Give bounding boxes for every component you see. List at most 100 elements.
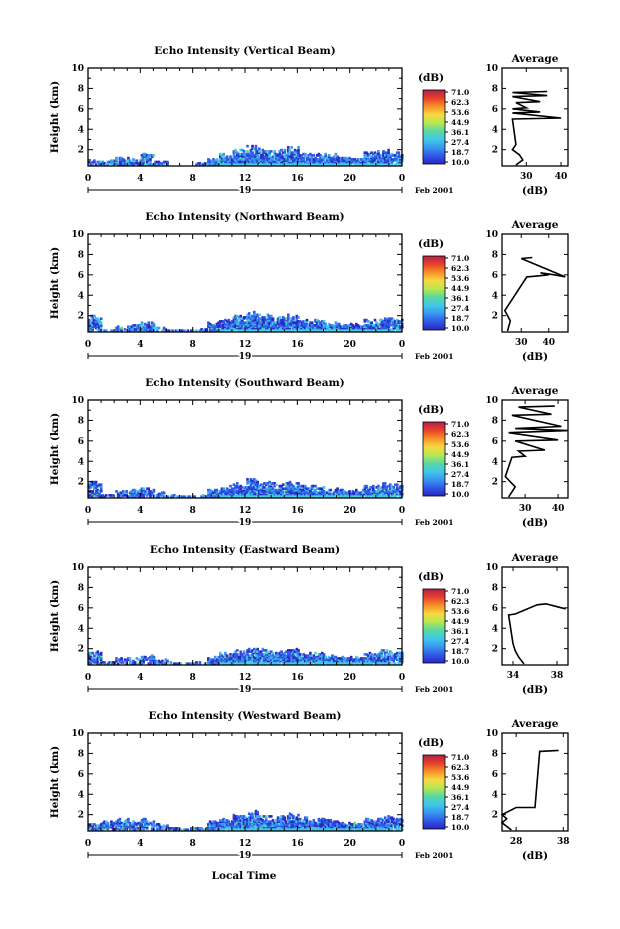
echo-cell <box>222 827 225 830</box>
echo-cell <box>293 322 297 326</box>
echo-cell <box>310 828 314 831</box>
panel-title: Echo Intensity (Northward Beam) <box>145 211 344 223</box>
echo-cell <box>319 495 322 498</box>
y-axis-label: Height (km) <box>49 580 61 652</box>
echo-cell <box>254 819 258 822</box>
echo-cell <box>254 827 258 830</box>
echo-cell <box>276 494 280 497</box>
echo-cell <box>297 651 300 655</box>
echo-cell <box>319 156 322 160</box>
echo-cell <box>327 494 331 497</box>
echo-cell <box>304 658 307 661</box>
echo-cell <box>387 653 390 656</box>
echo-cell <box>133 324 137 327</box>
echo-cell <box>295 328 299 331</box>
echo-cell <box>251 827 254 830</box>
echo-cell <box>210 490 214 493</box>
echo-cell <box>305 322 309 326</box>
echo-cell <box>292 661 295 664</box>
colorbar-tick-label: 10.0 <box>451 158 469 167</box>
echo-cell <box>275 162 278 165</box>
echo-cell <box>385 156 389 160</box>
echo-cell <box>258 156 261 160</box>
echo-cell <box>219 658 222 661</box>
echo-cell <box>256 821 259 825</box>
x-tick-label: 8 <box>190 340 196 350</box>
echo-cell <box>336 662 339 665</box>
echo-cell <box>327 488 331 492</box>
echo-cell <box>281 494 285 497</box>
echo-cell <box>239 661 242 664</box>
echo-cell <box>256 824 259 827</box>
echo-cell <box>315 661 319 664</box>
echo-cell <box>288 661 292 664</box>
echo-cell <box>297 156 300 160</box>
echo-cell <box>287 817 290 821</box>
echo-cell <box>247 647 251 651</box>
echo-cell <box>275 328 278 331</box>
echo-cell <box>355 159 358 162</box>
echo-cell <box>162 163 166 166</box>
echo-cell <box>229 490 232 493</box>
echo-cell <box>210 661 214 664</box>
echo-cell <box>321 661 324 664</box>
echo-cell <box>285 494 288 497</box>
echo-cell <box>264 490 268 493</box>
echo-cell <box>244 820 248 823</box>
echo-cell <box>317 328 321 331</box>
echo-cell <box>343 328 346 331</box>
echo-cell <box>298 820 302 823</box>
echo-cell <box>351 662 355 665</box>
echo-cell <box>263 328 266 331</box>
echo-cell <box>263 494 266 497</box>
echo-cell <box>132 326 135 330</box>
echo-cell <box>106 827 110 830</box>
echo-cell <box>222 825 225 829</box>
echo-cell <box>363 156 367 160</box>
echo-cell <box>220 154 224 157</box>
echo-cell <box>115 162 118 165</box>
echo-cell <box>285 490 288 493</box>
echo-cell <box>302 484 305 488</box>
echo-cell <box>283 827 287 830</box>
echo-cell <box>372 324 375 327</box>
echo-cell <box>263 815 266 818</box>
echo-cell <box>276 317 280 320</box>
echo-cell <box>368 659 372 663</box>
echo-cell <box>305 160 309 164</box>
echo-cell <box>315 154 319 157</box>
echo-cell <box>247 812 251 816</box>
echo-cell <box>242 490 246 493</box>
echo-cell <box>93 658 96 661</box>
echo-cell <box>244 486 248 489</box>
echo-cell <box>253 484 256 488</box>
echo-cell <box>366 162 370 165</box>
echo-cell <box>295 662 299 665</box>
echo-cell <box>297 487 300 490</box>
echo-cell <box>246 653 249 656</box>
echo-cell <box>220 824 224 827</box>
echo-cell <box>241 318 244 322</box>
colorbar-tick-label: 53.6 <box>451 440 469 449</box>
echo-cell <box>144 655 147 659</box>
echo-cell <box>236 661 239 664</box>
echo-cell <box>278 325 282 328</box>
echo-cell <box>383 494 387 497</box>
echo-cell <box>254 322 258 326</box>
echo-cell <box>321 494 324 497</box>
echo-cell <box>392 494 395 497</box>
echo-cell <box>399 654 402 657</box>
echo-cell <box>290 324 293 327</box>
echo-cell <box>263 655 266 659</box>
echo-cell <box>339 491 343 494</box>
echo-cell <box>237 821 241 825</box>
echo-cell <box>227 662 231 665</box>
echo-cell <box>285 320 288 323</box>
echo-cell <box>264 321 268 324</box>
echo-cell <box>110 662 113 665</box>
echo-cell <box>96 662 100 665</box>
echo-cell <box>154 326 157 330</box>
echo-cell <box>271 820 275 823</box>
echo-cell <box>91 328 94 331</box>
echo-cell <box>156 827 159 830</box>
